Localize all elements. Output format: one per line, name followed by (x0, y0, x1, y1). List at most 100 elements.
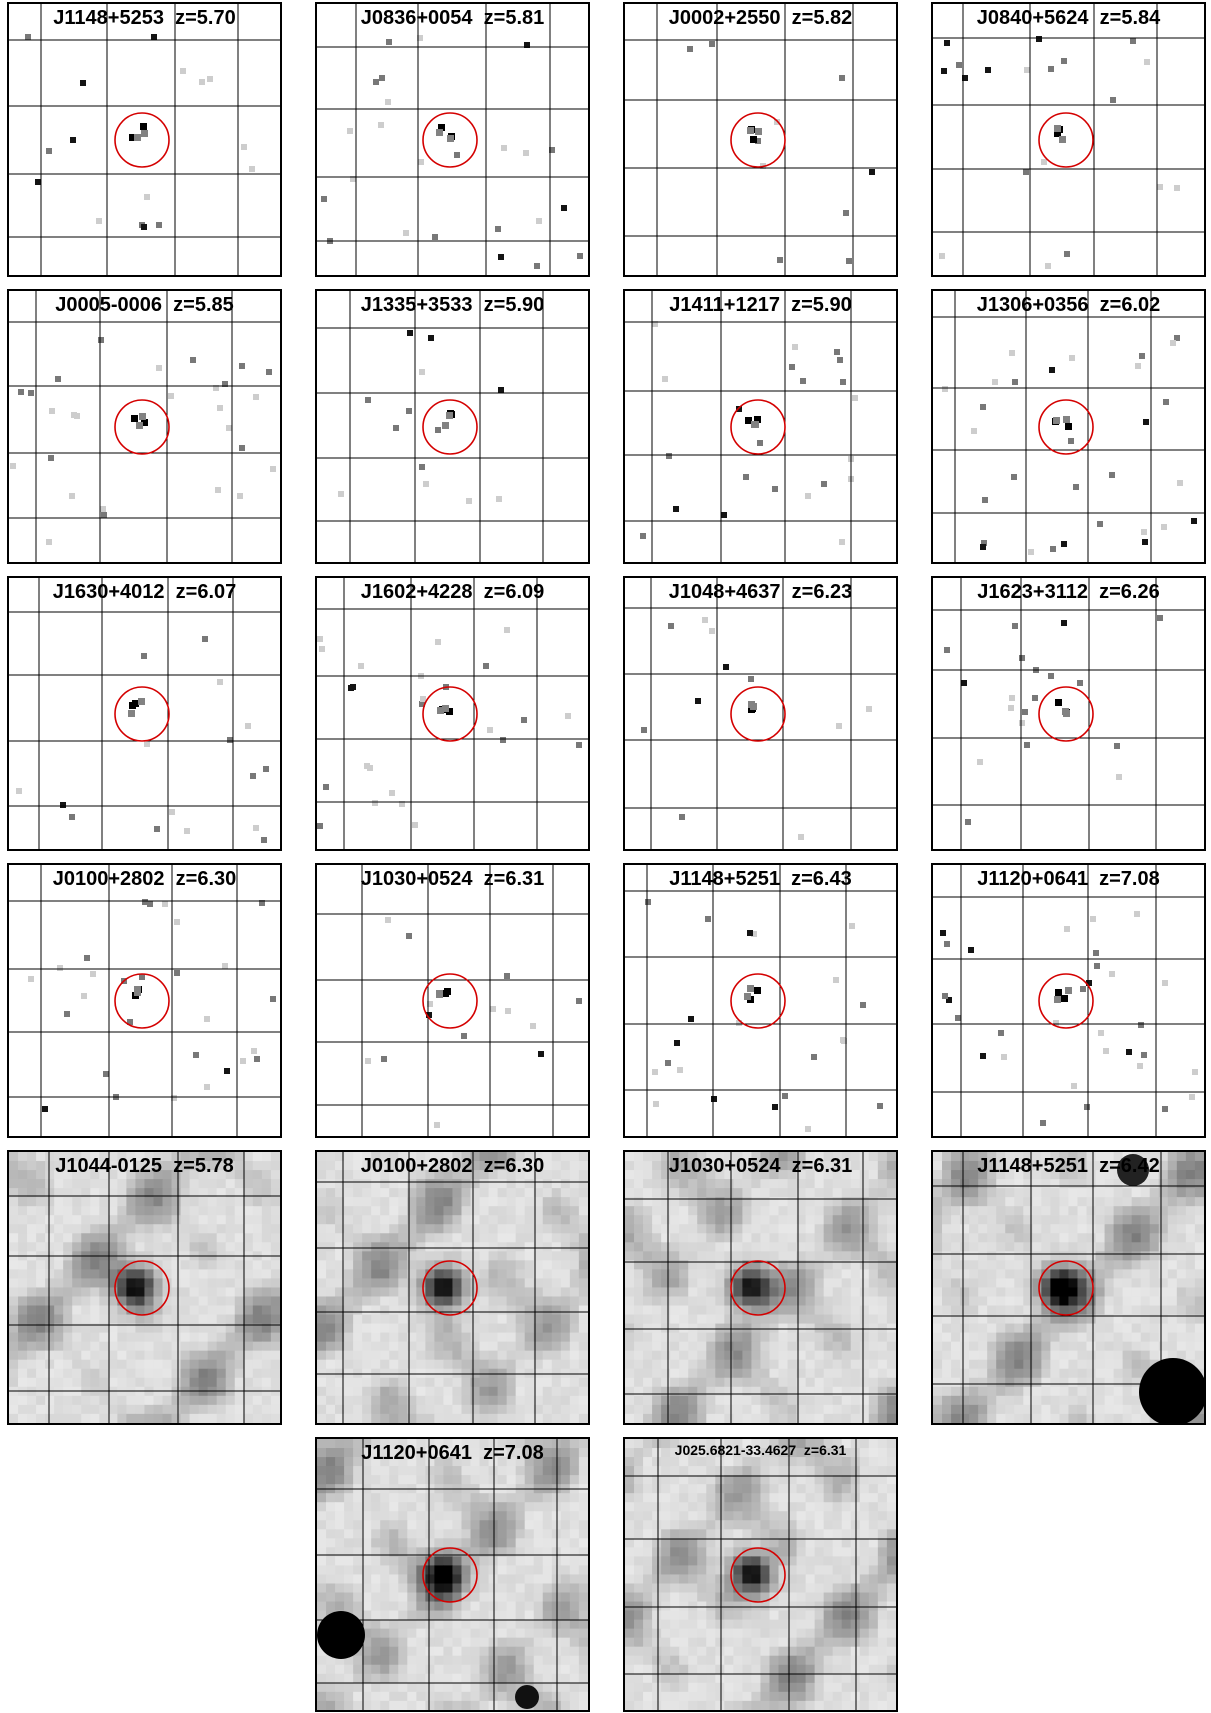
redshift-label: z=6.02 (1099, 294, 1161, 316)
redshift-label: z=5.70 (175, 7, 236, 29)
cutout-panel: J1623+3112 z=6.26 (931, 576, 1206, 851)
cutout-panel: J1411+1217 z=5.90 (623, 289, 898, 564)
cutout-image (625, 865, 896, 1136)
panel-title: J0100+2802 z=6.30 (317, 1152, 588, 1180)
cutout-panel: J0100+2802 z=6.30 (7, 863, 282, 1138)
redshift-label: z=6.23 (791, 581, 853, 603)
cutout-image (9, 865, 280, 1136)
panel-title: J1306+0356 z=6.02 (933, 291, 1204, 319)
cutout-panel: J0100+2802 z=6.30 (315, 1150, 590, 1425)
redshift-label: z=6.31 (483, 868, 545, 890)
quasar-name: J0100+2802 (360, 1155, 473, 1177)
panel-title: J1411+1217 z=5.90 (625, 291, 896, 319)
panel-title: J1148+5251 z=6.43 (625, 865, 896, 893)
cutout-image (625, 4, 896, 275)
cutout-panel: J1335+3533 z=5.90 (315, 289, 590, 564)
panel-title: J1148+5251 z=6.42 (933, 1152, 1204, 1180)
redshift-label: z=5.78 (173, 1155, 234, 1177)
quasar-name: J1148+5251 (669, 868, 780, 890)
quasar-name: J1306+0356 (976, 294, 1089, 316)
quasar-name: J1120+0641 (361, 1442, 472, 1464)
cutout-panel: J1030+0524 z=6.31 (623, 1150, 898, 1425)
quasar-name: J0005-0006 (55, 294, 163, 316)
redshift-label: z=6.31 (791, 1155, 853, 1177)
quasar-name: J1630+4012 (52, 581, 165, 603)
redshift-label: z=5.84 (1099, 7, 1161, 29)
cutout-panel: J1044-0125 z=5.78 (7, 1150, 282, 1425)
cutout-image (9, 291, 280, 562)
cutout-image (933, 578, 1204, 849)
quasar-name: J0100+2802 (52, 868, 165, 890)
quasar-name: J025.6821-33.4627 (674, 1442, 797, 1458)
cutout-image (317, 291, 588, 562)
redshift-label: z=5.81 (483, 7, 545, 29)
panel-title: J0100+2802 z=6.30 (9, 865, 280, 893)
cutout-panel: J025.6821-33.4627 z=6.31 (623, 1437, 898, 1712)
cutout-image (933, 1152, 1204, 1423)
redshift-label: z=6.07 (175, 581, 237, 603)
cutout-panel: J1602+4228 z=6.09 (315, 576, 590, 851)
cutout-panel: J1148+5251 z=6.42 (931, 1150, 1206, 1425)
quasar-name: J1048+4637 (668, 581, 781, 603)
cutout-image (625, 291, 896, 562)
panel-title: J1030+0524 z=6.31 (317, 865, 588, 893)
cutout-panel: J1306+0356 z=6.02 (931, 289, 1206, 564)
cutout-panel: J1148+5253 z=5.70 (7, 2, 282, 277)
redshift-label: z=6.09 (483, 581, 545, 603)
redshift-label: z=5.90 (791, 294, 852, 316)
quasar-name: J0840+5624 (976, 7, 1089, 29)
panel-title: J025.6821-33.4627 z=6.31 (625, 1439, 896, 1461)
panel-title: J1602+4228 z=6.09 (317, 578, 588, 606)
quasar-name: J0002+2550 (668, 7, 781, 29)
cutout-image (625, 1152, 896, 1423)
panel-title: J0840+5624 z=5.84 (933, 4, 1204, 32)
redshift-label: z=6.30 (483, 1155, 545, 1177)
redshift-label: z=6.26 (1099, 581, 1160, 603)
quasar-name: J0836+0054 (360, 7, 473, 29)
redshift-label: z=5.85 (173, 294, 234, 316)
cutout-image (933, 4, 1204, 275)
cutout-image (625, 578, 896, 849)
cutout-panel: J1048+4637 z=6.23 (623, 576, 898, 851)
quasar-name: J1148+5251 (977, 1155, 1088, 1177)
redshift-label: z=6.42 (1099, 1155, 1160, 1177)
panel-title: J0005-0006 z=5.85 (9, 291, 280, 319)
cutout-image (625, 1439, 896, 1710)
panel-title: J1120+0641 z=7.08 (933, 865, 1204, 893)
cutout-panel: J0836+0054 z=5.81 (315, 2, 590, 277)
cutout-image (317, 865, 588, 1136)
panel-title: J1623+3112 z=6.26 (933, 578, 1204, 606)
cutout-image (933, 291, 1204, 562)
quasar-name: J1602+4228 (360, 581, 473, 603)
panel-title: J0836+0054 z=5.81 (317, 4, 588, 32)
cutout-image (317, 4, 588, 275)
panel-title: J0002+2550 z=5.82 (625, 4, 896, 32)
cutout-panel: J1120+0641 z=7.08 (315, 1437, 590, 1712)
cutout-image (317, 578, 588, 849)
cutout-panel: J1120+0641 z=7.08 (931, 863, 1206, 1138)
cutout-panel: J0002+2550 z=5.82 (623, 2, 898, 277)
quasar-name: J1411+1217 (669, 294, 780, 316)
cutout-panel: J0005-0006 z=5.85 (7, 289, 282, 564)
quasar-name: J1623+3112 (977, 581, 1088, 603)
panel-title: J1335+3533 z=5.90 (317, 291, 588, 319)
cutout-image (9, 4, 280, 275)
redshift-label: z=6.30 (175, 868, 237, 890)
panel-title: J1044-0125 z=5.78 (9, 1152, 280, 1180)
cutout-panel: J0840+5624 z=5.84 (931, 2, 1206, 277)
cutout-image (9, 1152, 280, 1423)
quasar-name: J1148+5253 (53, 7, 164, 29)
redshift-label: z=7.08 (1099, 868, 1160, 890)
redshift-label: z=5.90 (483, 294, 545, 316)
cutout-panel: J1630+4012 z=6.07 (7, 576, 282, 851)
redshift-label: z=7.08 (483, 1442, 544, 1464)
panel-title: J1120+0641 z=7.08 (317, 1439, 588, 1467)
cutout-panel: J1030+0524 z=6.31 (315, 863, 590, 1138)
panel-title: J1048+4637 z=6.23 (625, 578, 896, 606)
panel-title: J1148+5253 z=5.70 (9, 4, 280, 32)
cutout-image (317, 1152, 588, 1423)
quasar-name: J1044-0125 (55, 1155, 163, 1177)
cutout-image (9, 578, 280, 849)
panel-title: J1030+0524 z=6.31 (625, 1152, 896, 1180)
quasar-name: J1030+0524 (360, 868, 473, 890)
